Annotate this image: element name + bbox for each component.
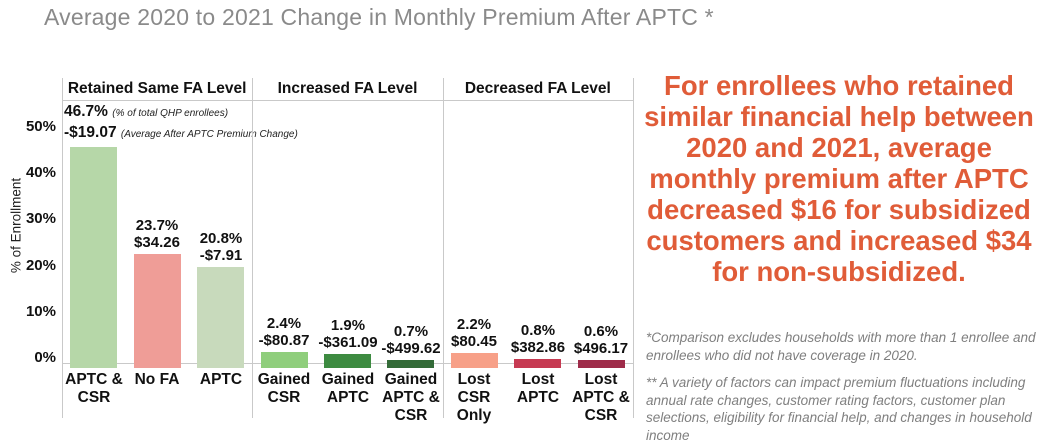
panel-separator — [62, 78, 63, 418]
x-tick-label: Gained APTC & CSR — [382, 371, 440, 424]
footnote-factors: ** A variety of factors can impact premi… — [646, 375, 1032, 443]
first-bar-pct: 46.7% — [64, 103, 108, 120]
x-tick-label: Gained CSR — [257, 371, 311, 406]
section-header-2: Increased FA Level — [277, 80, 418, 97]
bar-value-label: 1.9% -$361.09 — [318, 317, 378, 351]
bar-chart: % of Enrollment 46.7% (% of total QHP en… — [9, 78, 634, 424]
bar-lost-aptc — [514, 359, 561, 368]
header-underline — [62, 100, 633, 101]
x-tick-label: No FA — [134, 371, 180, 388]
y-tick-label: 30% — [25, 210, 56, 228]
bar-gained-aptc — [324, 354, 371, 368]
bar-gained-csr — [261, 352, 308, 368]
bar-no-fa — [134, 254, 181, 368]
panel-separator — [443, 78, 444, 418]
key-takeaway-text: For enrollees who retained similar finan… — [644, 70, 1034, 287]
panel-separator — [633, 78, 634, 418]
section-header-3: Decreased FA Level — [464, 80, 611, 97]
bar-value-label: 20.8% -$7.91 — [199, 230, 243, 264]
y-tick-label: 0% — [34, 349, 56, 366]
bar-aptc-csr — [70, 147, 117, 368]
y-tick-label: 50% — [25, 118, 56, 135]
x-tick-label: APTC — [199, 371, 243, 388]
x-tick-label: Lost APTC & CSR — [572, 371, 630, 424]
first-bar-dollar: -$19.07 — [64, 124, 117, 141]
bar-value-label: 0.6% $496.17 — [573, 323, 629, 357]
bar-aptc — [197, 267, 244, 368]
bar-lost-csr-only — [451, 353, 498, 368]
pct-note: (% of total QHP enrollees) — [112, 108, 229, 119]
bar-value-label: 2.4% -$80.87 — [258, 315, 310, 349]
x-tick-label: Gained APTC — [321, 371, 375, 406]
y-tick-label: 40% — [25, 164, 56, 182]
bar-value-label: 0.7% -$499.62 — [381, 323, 441, 357]
bar-value-label: 2.2% $80.45 — [451, 316, 497, 350]
dollar-note: (Average After APTC Premium Change) — [120, 129, 298, 140]
bar-lost-aptc-csr — [578, 360, 625, 368]
first-bar-annotation: 46.7% (% of total QHP enrollees) -$19.07… — [64, 102, 298, 144]
footnote-comparison: *Comparison excludes households with mor… — [646, 330, 1036, 363]
slide: Average 2020 to 2021 Change in Monthly P… — [9, 4, 1036, 443]
bar-value-label: 23.7% $34.26 — [134, 217, 180, 251]
y-tick-label: 10% — [25, 302, 56, 320]
y-tick-label: 20% — [25, 256, 56, 274]
x-tick-label: APTC & CSR — [65, 371, 123, 406]
x-tick-label: Lost CSR Only — [456, 371, 492, 424]
bar-gained-aptc-csr — [387, 360, 434, 368]
x-tick-label: Lost APTC — [516, 371, 560, 406]
section-header-1: Retained Same FA Level — [67, 80, 247, 97]
page-title: Average 2020 to 2021 Change in Monthly P… — [44, 4, 714, 30]
panel-separator — [252, 78, 253, 418]
bar-value-label: 0.8% $382.86 — [510, 322, 566, 356]
